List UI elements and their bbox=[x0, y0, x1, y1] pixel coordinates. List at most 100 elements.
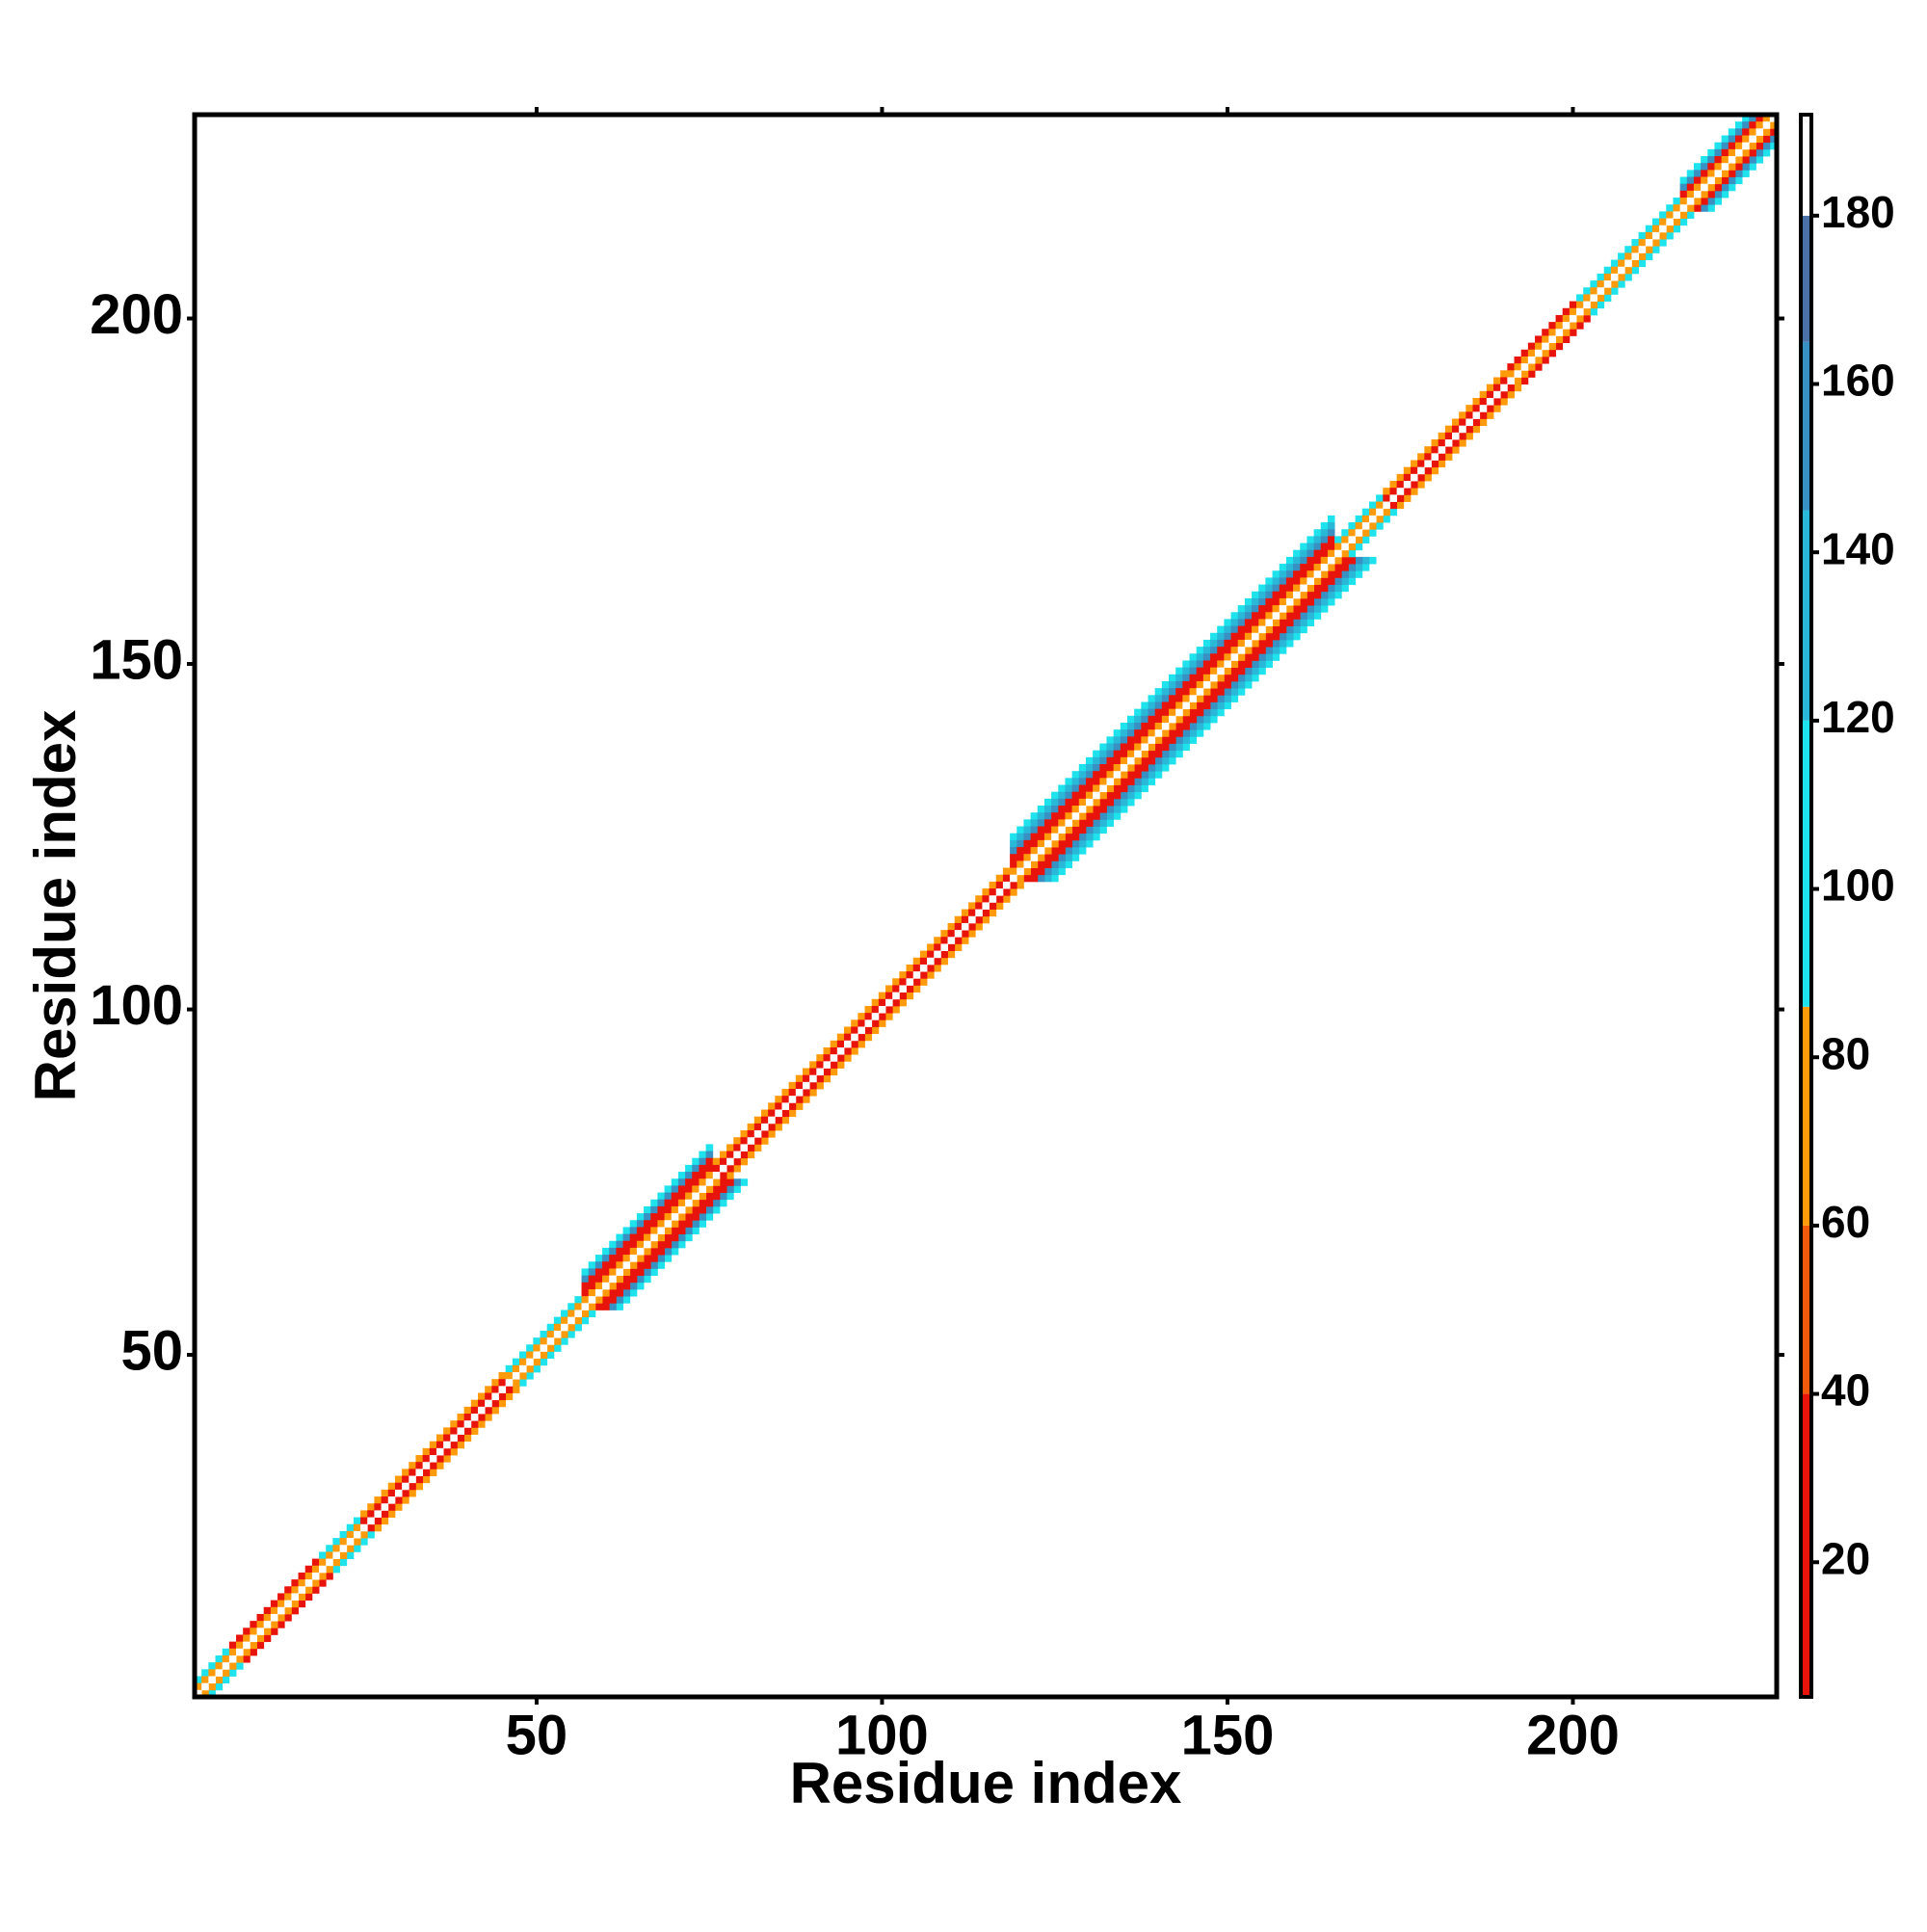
cell bbox=[1410, 460, 1418, 468]
cell bbox=[836, 1061, 845, 1069]
cell bbox=[919, 971, 928, 979]
cell bbox=[236, 1648, 244, 1656]
cell bbox=[1734, 142, 1743, 150]
cell bbox=[1610, 273, 1619, 281]
cell bbox=[1666, 211, 1674, 219]
cell bbox=[1051, 826, 1059, 834]
cell bbox=[1742, 128, 1750, 136]
cell bbox=[1341, 536, 1349, 543]
cell bbox=[1244, 674, 1253, 682]
cell bbox=[1058, 826, 1066, 834]
cell bbox=[1106, 771, 1115, 779]
cell bbox=[284, 1613, 292, 1622]
cell bbox=[989, 888, 997, 896]
cell bbox=[1334, 556, 1342, 565]
cell bbox=[1548, 329, 1556, 336]
cell bbox=[692, 1172, 700, 1179]
cell bbox=[1355, 515, 1363, 523]
cell bbox=[1210, 639, 1218, 648]
cell bbox=[1618, 273, 1625, 281]
cell bbox=[1141, 771, 1148, 779]
cell bbox=[1126, 764, 1135, 772]
cell bbox=[733, 1144, 741, 1151]
cell bbox=[775, 1096, 782, 1103]
cell bbox=[1169, 674, 1176, 682]
cell bbox=[1078, 764, 1087, 772]
cell bbox=[1300, 605, 1307, 613]
cell bbox=[657, 1247, 665, 1256]
cell bbox=[1728, 176, 1736, 185]
cell bbox=[1058, 819, 1066, 827]
cell bbox=[1721, 183, 1729, 192]
cell bbox=[1451, 418, 1460, 427]
cell bbox=[1189, 653, 1198, 661]
cell bbox=[1085, 764, 1094, 772]
cell bbox=[415, 1469, 424, 1476]
cell bbox=[381, 1489, 389, 1497]
cell bbox=[1293, 597, 1301, 606]
cell bbox=[692, 1220, 700, 1228]
cell bbox=[1293, 570, 1301, 578]
cell bbox=[1583, 314, 1591, 323]
cell bbox=[699, 1151, 707, 1159]
cell bbox=[228, 1654, 237, 1663]
cell bbox=[1327, 591, 1335, 599]
cell bbox=[222, 1648, 230, 1656]
cell bbox=[1320, 584, 1329, 593]
cell bbox=[1148, 715, 1156, 724]
cell bbox=[1300, 577, 1307, 585]
cell bbox=[982, 915, 990, 924]
cell bbox=[1285, 584, 1294, 593]
cell bbox=[409, 1475, 416, 1484]
cell bbox=[1023, 874, 1032, 883]
cell bbox=[616, 1296, 623, 1304]
cell bbox=[277, 1606, 285, 1615]
cell bbox=[1120, 736, 1128, 744]
cell bbox=[201, 1682, 209, 1691]
cell bbox=[1383, 508, 1390, 516]
cell bbox=[326, 1565, 333, 1574]
cell bbox=[636, 1247, 645, 1256]
cell bbox=[1742, 170, 1750, 177]
cell bbox=[1016, 874, 1024, 883]
cell bbox=[1099, 826, 1107, 834]
cell bbox=[1417, 481, 1425, 489]
cell bbox=[609, 1268, 617, 1277]
cell bbox=[1065, 798, 1073, 807]
cell bbox=[1701, 183, 1708, 192]
cell bbox=[277, 1621, 285, 1628]
cell bbox=[332, 1545, 340, 1552]
cell bbox=[498, 1392, 507, 1401]
cell bbox=[332, 1565, 340, 1574]
cell bbox=[1093, 833, 1100, 841]
cell bbox=[1258, 597, 1266, 606]
cell bbox=[1071, 812, 1080, 820]
cell bbox=[1134, 715, 1142, 724]
cell bbox=[1265, 605, 1273, 613]
cell bbox=[657, 1255, 665, 1262]
cell bbox=[906, 978, 914, 986]
cell bbox=[1224, 619, 1231, 627]
cell bbox=[1196, 647, 1204, 654]
cell bbox=[1714, 198, 1723, 205]
cell bbox=[1520, 377, 1529, 385]
cell bbox=[1113, 743, 1122, 752]
cell bbox=[1252, 597, 1259, 606]
cell bbox=[919, 964, 928, 972]
cell bbox=[1196, 695, 1204, 702]
cell bbox=[1424, 466, 1432, 475]
cell bbox=[1403, 488, 1412, 495]
cell bbox=[491, 1386, 499, 1393]
cell bbox=[1334, 536, 1342, 543]
cell bbox=[622, 1296, 631, 1304]
cell bbox=[1002, 895, 1011, 903]
cell bbox=[415, 1475, 424, 1484]
cell bbox=[768, 1123, 776, 1131]
cell bbox=[1320, 549, 1329, 558]
cell bbox=[836, 1054, 845, 1062]
cell bbox=[1327, 543, 1335, 551]
cell bbox=[1320, 536, 1329, 543]
colorbar-tick-label: 120 bbox=[1821, 692, 1895, 742]
cell bbox=[1486, 384, 1494, 392]
cell bbox=[346, 1538, 355, 1546]
